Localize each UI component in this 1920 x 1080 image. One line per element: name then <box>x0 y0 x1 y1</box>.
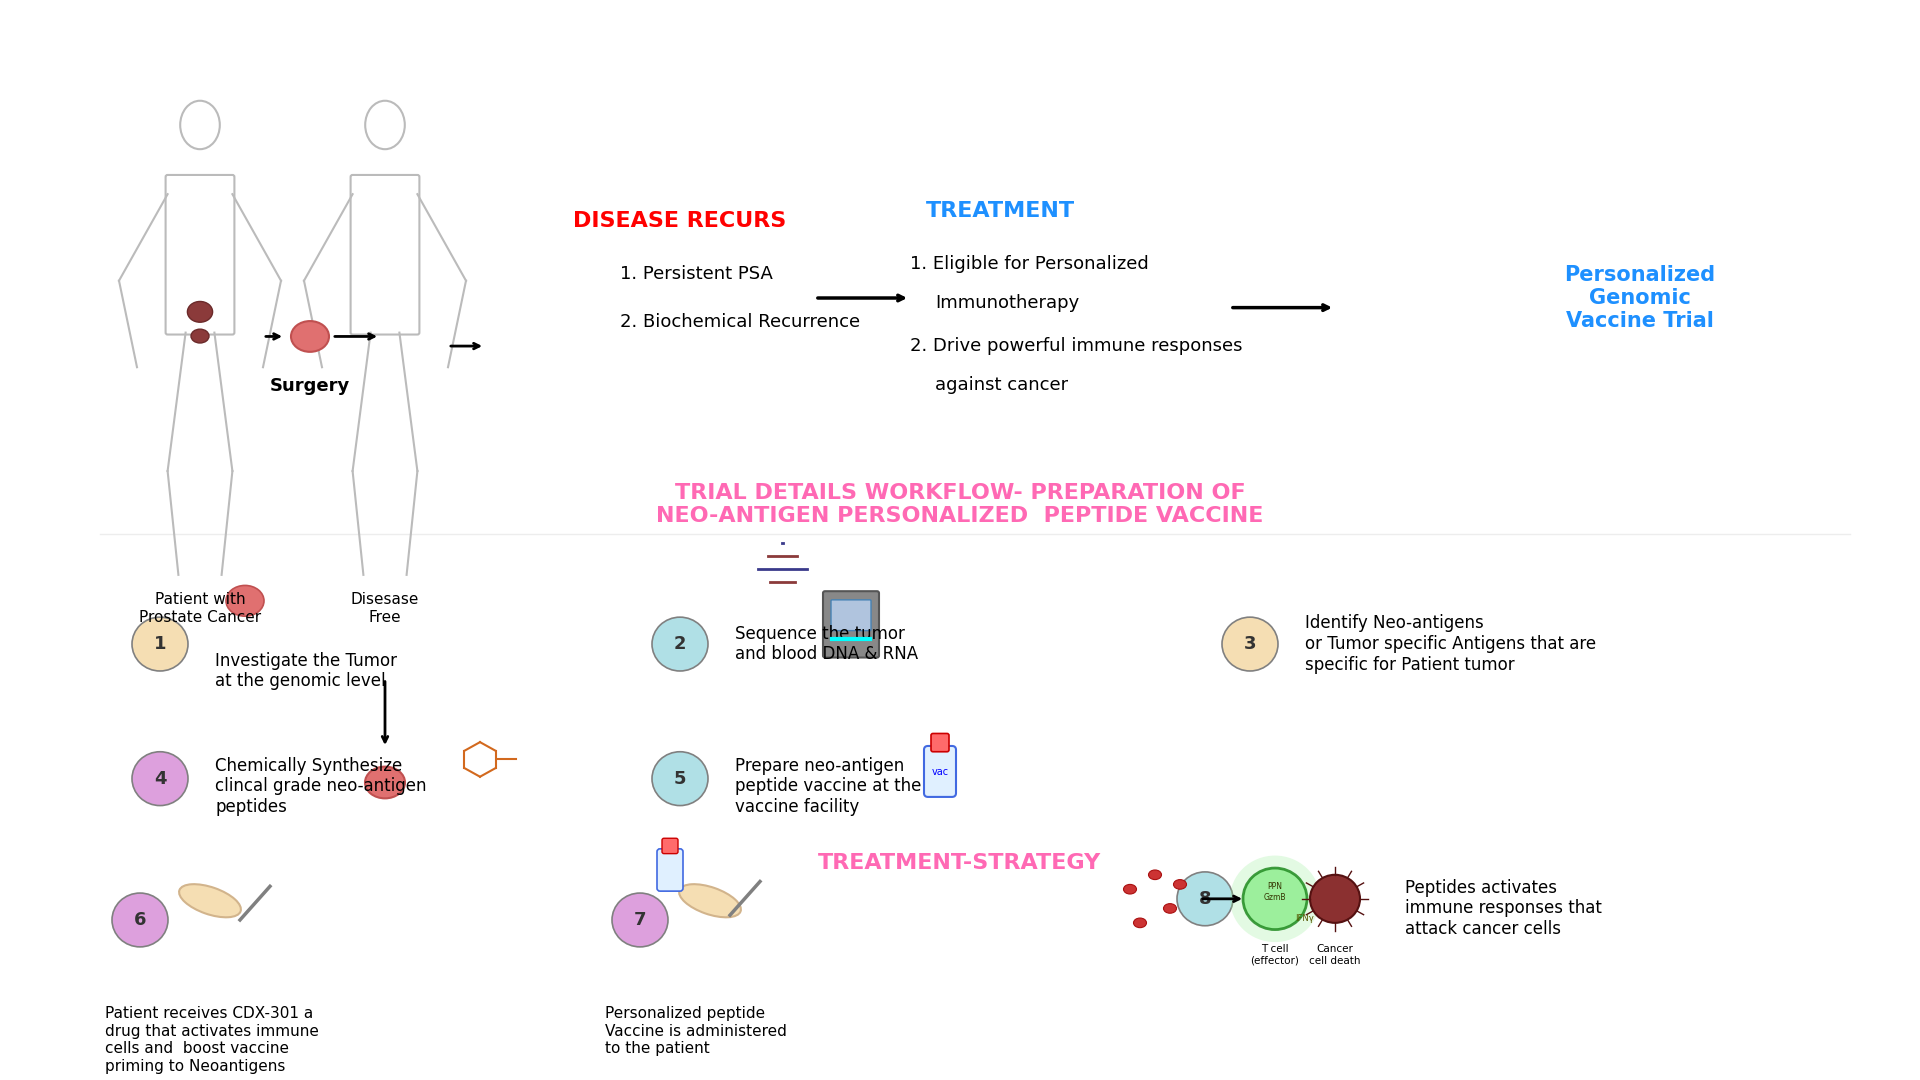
Ellipse shape <box>1123 885 1137 894</box>
Text: Investigate the Tumor
at the genomic level: Investigate the Tumor at the genomic lev… <box>215 651 397 690</box>
Text: 1. Eligible for Personalized: 1. Eligible for Personalized <box>910 255 1148 273</box>
Text: 4: 4 <box>154 770 167 787</box>
Circle shape <box>612 893 668 947</box>
Text: Patient receives CDX-301 a
drug that activates immune
cells and  boost vaccine
p: Patient receives CDX-301 a drug that act… <box>106 1007 319 1074</box>
Text: Personalized
Genomic
Vaccine Trial: Personalized Genomic Vaccine Trial <box>1565 265 1716 332</box>
Text: Personalized peptide
Vaccine is administered
to the patient: Personalized peptide Vaccine is administ… <box>605 1007 787 1056</box>
FancyBboxPatch shape <box>824 591 879 658</box>
Ellipse shape <box>1173 879 1187 889</box>
FancyBboxPatch shape <box>662 838 678 853</box>
Text: Prepare neo-antigen
peptide vaccine at the
vaccine facility: Prepare neo-antigen peptide vaccine at t… <box>735 757 922 816</box>
Text: 2. Drive powerful immune responses: 2. Drive powerful immune responses <box>910 337 1242 355</box>
Circle shape <box>1231 855 1321 942</box>
Circle shape <box>1309 875 1359 922</box>
Ellipse shape <box>1133 918 1146 928</box>
Ellipse shape <box>179 885 240 917</box>
Text: 2: 2 <box>674 635 685 653</box>
Circle shape <box>1242 868 1308 930</box>
Text: TREATMENT-STRATEGY: TREATMENT-STRATEGY <box>818 853 1102 874</box>
Text: TRIAL DETAILS WORKFLOW- PREPARATION OF
NEO-ANTIGEN PERSONALIZED  PEPTIDE VACCINE: TRIAL DETAILS WORKFLOW- PREPARATION OF N… <box>657 483 1263 526</box>
Text: 3: 3 <box>1244 635 1256 653</box>
Circle shape <box>1221 617 1279 671</box>
Text: T cell
(effector): T cell (effector) <box>1250 944 1300 966</box>
Text: Surgery: Surgery <box>271 377 349 395</box>
FancyBboxPatch shape <box>931 733 948 752</box>
Circle shape <box>653 617 708 671</box>
Text: Immunotherapy: Immunotherapy <box>935 294 1079 312</box>
Text: TREATMENT: TREATMENT <box>925 202 1075 221</box>
Text: Disesase
Free: Disesase Free <box>351 592 419 624</box>
Text: 8: 8 <box>1198 890 1212 908</box>
Ellipse shape <box>1164 904 1177 914</box>
Text: Patient with
Prostate Cancer: Patient with Prostate Cancer <box>138 592 261 624</box>
Circle shape <box>132 752 188 806</box>
Circle shape <box>111 893 169 947</box>
Text: 7: 7 <box>634 910 647 929</box>
FancyBboxPatch shape <box>831 599 872 631</box>
Ellipse shape <box>1148 870 1162 879</box>
FancyBboxPatch shape <box>657 849 684 891</box>
Ellipse shape <box>365 767 405 798</box>
Text: Chemically Synthesize
clincal grade neo-antigen
peptides: Chemically Synthesize clincal grade neo-… <box>215 757 426 816</box>
Text: 1. Persistent PSA: 1. Persistent PSA <box>620 265 774 283</box>
Text: Cancer
cell death: Cancer cell death <box>1309 944 1361 966</box>
Text: 5: 5 <box>674 770 685 787</box>
Text: Identify Neo-antigens
or Tumor specific Antigens that are
specific for Patient t: Identify Neo-antigens or Tumor specific … <box>1306 615 1596 674</box>
Text: Sequence the tumor
and blood DNA & RNA: Sequence the tumor and blood DNA & RNA <box>735 624 918 663</box>
Circle shape <box>132 617 188 671</box>
Text: DISEASE RECURS: DISEASE RECURS <box>574 211 787 231</box>
Text: Peptides activates
immune responses that
attack cancer cells: Peptides activates immune responses that… <box>1405 879 1601 939</box>
Circle shape <box>653 752 708 806</box>
Text: 1: 1 <box>154 635 167 653</box>
Circle shape <box>1177 872 1233 926</box>
Text: against cancer: against cancer <box>935 376 1068 393</box>
Text: 6: 6 <box>134 910 146 929</box>
Ellipse shape <box>190 329 209 343</box>
FancyBboxPatch shape <box>924 746 956 797</box>
Text: IFNγ: IFNγ <box>1296 914 1315 922</box>
Text: PPN
GzmB: PPN GzmB <box>1263 882 1286 902</box>
Ellipse shape <box>680 885 741 917</box>
Ellipse shape <box>292 321 328 352</box>
Ellipse shape <box>227 585 265 617</box>
Ellipse shape <box>188 301 213 322</box>
Text: 2. Biochemical Recurrence: 2. Biochemical Recurrence <box>620 313 860 332</box>
Text: vac: vac <box>931 767 948 777</box>
